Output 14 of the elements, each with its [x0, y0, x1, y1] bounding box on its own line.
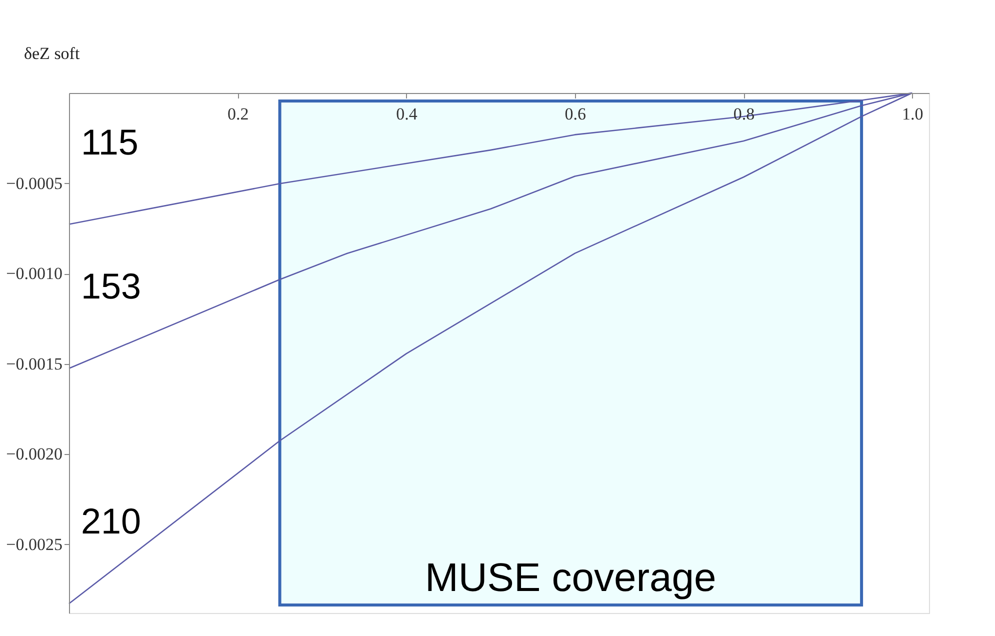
- y-tick-label: −0.0020: [6, 444, 62, 464]
- x-tick-label: 0.2: [228, 104, 249, 124]
- y-tick-label: −0.0005: [6, 174, 62, 193]
- y-tick-label: −0.0010: [6, 264, 62, 284]
- series-label: 115: [81, 121, 138, 162]
- series-label: 153: [81, 265, 142, 306]
- y-tick-label: −0.0015: [6, 354, 62, 374]
- y-tick-label: −0.0025: [6, 534, 62, 554]
- series-label: 210: [81, 500, 142, 542]
- band-label: MUSE coverage: [425, 556, 716, 600]
- x-tick-label: 0.4: [396, 104, 418, 124]
- x-tick-label: 0.6: [564, 104, 586, 124]
- x-tick-label: 1.0: [902, 104, 924, 124]
- y-axis-title: δeZ soft: [24, 44, 80, 63]
